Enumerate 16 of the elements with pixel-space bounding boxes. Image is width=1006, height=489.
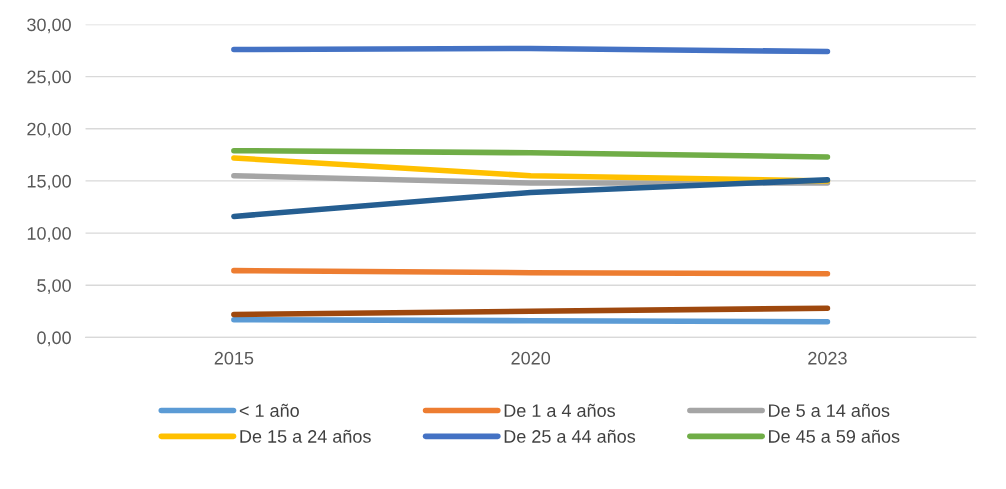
legend-label: De 15 a 24 años bbox=[240, 429, 371, 443]
x-tick-label: 2023 bbox=[808, 351, 847, 365]
x-tick-label: 2015 bbox=[214, 351, 254, 365]
y-tick-label: 20,00 bbox=[27, 122, 71, 138]
legend-label: < 1 año bbox=[239, 403, 299, 417]
y-tick-label: 5,00 bbox=[37, 279, 71, 295]
legend-label: De 25 a 44 años bbox=[504, 429, 636, 443]
y-tick-label: 0,00 bbox=[37, 331, 71, 347]
y-tick-label: 15,00 bbox=[27, 174, 71, 190]
legend-label: De 45 a 59 años bbox=[769, 429, 900, 443]
y-tick-label: 25,00 bbox=[27, 70, 71, 86]
y-tick-label: 30,00 bbox=[27, 18, 71, 34]
y-tick-label: 10,00 bbox=[27, 227, 71, 242]
legend-label: De 5 a 14 años bbox=[769, 403, 890, 417]
legend-label: De 1 a 4 años bbox=[504, 403, 616, 417]
x-tick-label: 2020 bbox=[511, 351, 551, 365]
